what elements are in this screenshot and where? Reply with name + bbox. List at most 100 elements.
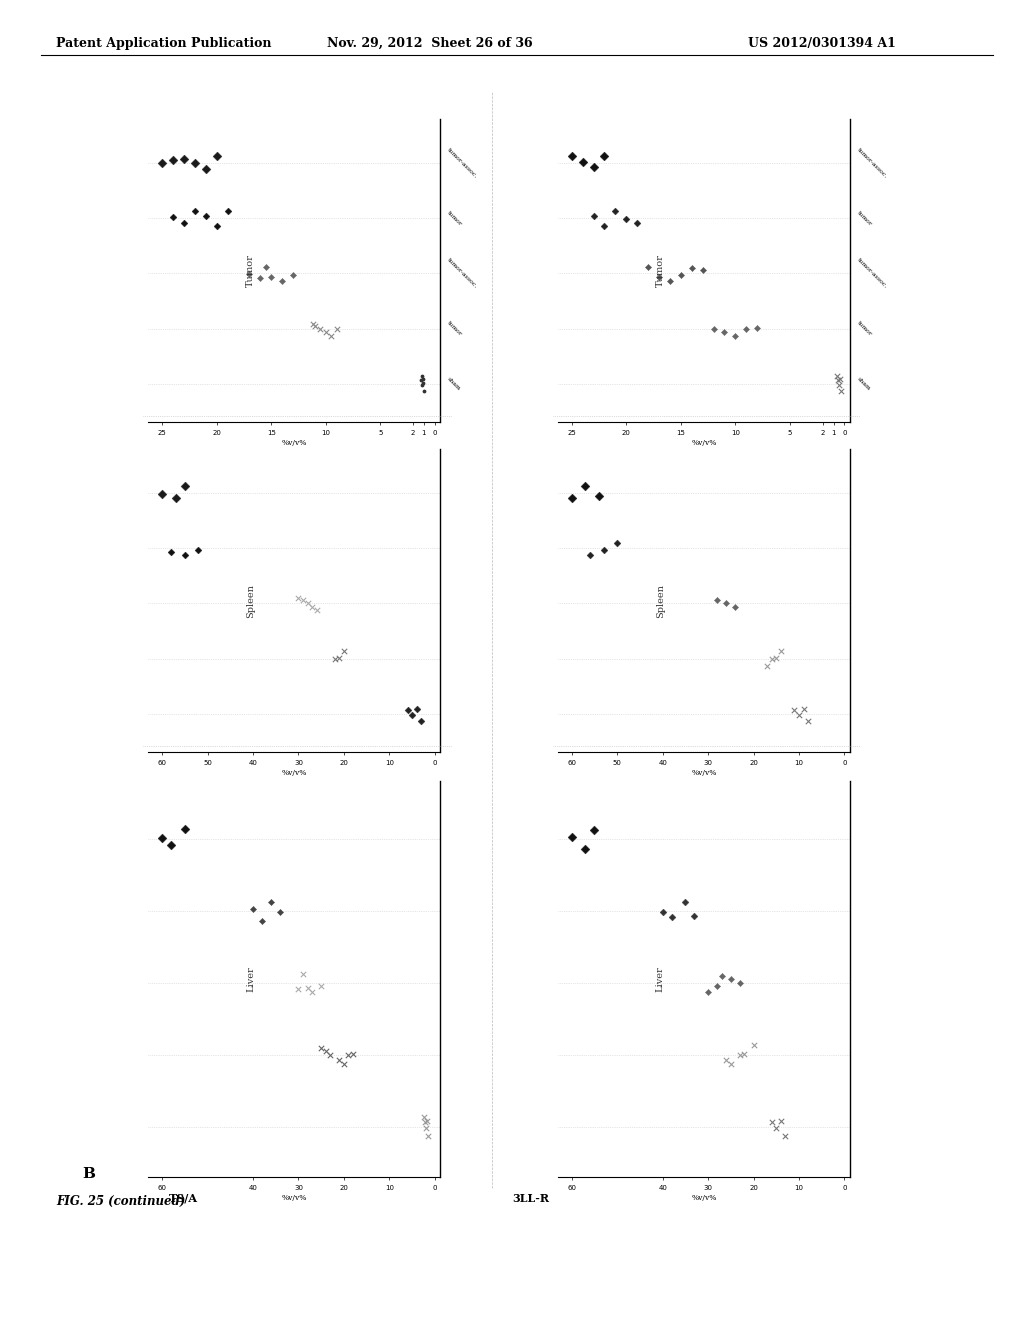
Point	[718, 593, 734, 614]
Text: tumor: tumor	[856, 210, 872, 227]
Point	[586, 206, 602, 227]
Point	[329, 318, 345, 339]
Point	[209, 215, 225, 236]
Text: tumor: tumor	[446, 210, 463, 227]
Point	[716, 322, 732, 343]
Point	[831, 368, 848, 389]
Text: B: B	[82, 1167, 95, 1181]
Point	[574, 152, 591, 173]
Point	[684, 257, 700, 279]
Text: Spleen: Spleen	[246, 583, 255, 618]
Point	[304, 982, 321, 1003]
Point	[777, 1126, 794, 1147]
Text: tumor-assoc.: tumor-assoc.	[856, 257, 888, 289]
Point	[745, 1034, 762, 1055]
Point	[833, 380, 849, 401]
Point	[399, 700, 416, 721]
Point	[413, 710, 429, 731]
Point	[640, 256, 656, 277]
Point	[415, 368, 431, 389]
Point	[764, 648, 780, 669]
Text: Liver: Liver	[246, 966, 255, 993]
Point	[709, 975, 725, 997]
X-axis label: %v/v%: %v/v%	[691, 768, 717, 776]
Point	[168, 487, 184, 508]
Point	[414, 374, 430, 395]
Point	[258, 256, 274, 277]
Text: sham: sham	[446, 376, 462, 392]
Point	[587, 820, 603, 841]
Point	[263, 891, 280, 912]
X-axis label: %v/v%: %v/v%	[282, 1193, 307, 1201]
Point	[829, 370, 846, 391]
Point	[607, 201, 624, 222]
Point	[219, 201, 236, 222]
Point	[736, 1044, 753, 1065]
X-axis label: %v/v%: %v/v%	[282, 438, 307, 446]
Point	[165, 149, 181, 170]
Point	[176, 148, 193, 169]
Point	[413, 370, 429, 391]
Point	[618, 209, 635, 230]
Point	[723, 969, 739, 990]
Point	[694, 260, 711, 281]
Point	[274, 271, 291, 292]
Point	[245, 899, 261, 920]
Point	[295, 964, 311, 985]
Point	[629, 213, 645, 234]
Point	[768, 647, 784, 668]
Text: sham: sham	[856, 376, 871, 392]
Text: tumor-assoc.: tumor-assoc.	[856, 147, 888, 180]
Point	[759, 655, 775, 676]
Text: 3LL-R: 3LL-R	[512, 1193, 549, 1204]
Point	[299, 977, 315, 998]
Point	[686, 906, 702, 927]
Point	[154, 828, 170, 849]
Point	[786, 700, 803, 721]
Point	[773, 1110, 790, 1131]
Text: tumor-assoc.: tumor-assoc.	[446, 147, 478, 180]
Point	[578, 838, 594, 859]
Point	[198, 158, 214, 180]
Point	[563, 487, 580, 508]
Point	[706, 318, 722, 339]
Point	[768, 1118, 784, 1139]
Point	[596, 215, 612, 236]
Text: TS/A: TS/A	[169, 1193, 198, 1204]
Point	[830, 374, 847, 395]
Point	[242, 264, 258, 285]
Point	[664, 907, 680, 928]
Point	[331, 1049, 347, 1071]
Point	[738, 318, 755, 339]
Point	[254, 911, 270, 932]
Point	[313, 1038, 330, 1059]
Text: Nov. 29, 2012  Sheet 26 of 36: Nov. 29, 2012 Sheet 26 of 36	[328, 37, 532, 50]
Text: tumor-assoc.: tumor-assoc.	[446, 257, 478, 289]
Point	[317, 1040, 334, 1061]
Point	[828, 366, 845, 387]
Point	[154, 153, 170, 174]
Point	[323, 1044, 339, 1065]
Point	[176, 213, 193, 234]
Point	[727, 597, 743, 618]
Point	[673, 265, 689, 286]
Text: Tumor: Tumor	[246, 255, 255, 286]
Point	[163, 834, 179, 855]
Point	[186, 201, 203, 222]
Text: Spleen: Spleen	[655, 583, 665, 618]
Point	[317, 322, 334, 343]
Text: Tumor: Tumor	[655, 255, 665, 286]
Point	[198, 206, 214, 227]
Point	[796, 698, 812, 719]
Point	[336, 1053, 352, 1074]
Text: US 2012/0301394 A1: US 2012/0301394 A1	[748, 37, 895, 50]
Point	[563, 145, 580, 166]
Text: Patent Application Publication: Patent Application Publication	[56, 37, 271, 50]
Point	[414, 366, 430, 387]
Point	[800, 710, 816, 731]
Text: tumor: tumor	[446, 321, 463, 337]
Point	[403, 704, 420, 725]
Point	[596, 145, 612, 166]
Point	[327, 648, 343, 669]
Point	[186, 152, 203, 173]
